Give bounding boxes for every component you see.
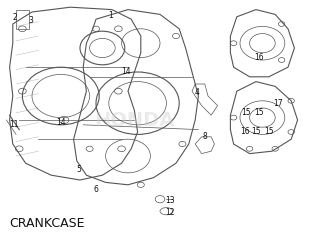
Text: 13: 13 bbox=[165, 196, 174, 205]
Text: 5: 5 bbox=[76, 165, 81, 174]
Text: 3: 3 bbox=[28, 16, 33, 25]
Text: 15: 15 bbox=[242, 108, 251, 117]
Text: 4: 4 bbox=[194, 88, 199, 97]
Text: 8: 8 bbox=[203, 132, 207, 141]
Text: 6: 6 bbox=[93, 185, 99, 194]
Text: 14: 14 bbox=[56, 118, 66, 127]
Text: 11: 11 bbox=[10, 120, 19, 129]
Text: 1: 1 bbox=[108, 11, 113, 20]
Text: 14: 14 bbox=[122, 67, 131, 77]
Text: 15: 15 bbox=[254, 108, 264, 117]
Text: 15: 15 bbox=[264, 127, 274, 137]
Text: 12: 12 bbox=[165, 208, 174, 217]
Text: 16: 16 bbox=[240, 127, 250, 137]
Text: 17: 17 bbox=[274, 99, 283, 108]
Text: HONDA: HONDA bbox=[94, 110, 175, 130]
Text: 2: 2 bbox=[12, 13, 17, 23]
Text: CRANKCASE: CRANKCASE bbox=[10, 217, 85, 230]
Text: 16: 16 bbox=[254, 53, 264, 62]
Text: 15: 15 bbox=[251, 127, 261, 137]
